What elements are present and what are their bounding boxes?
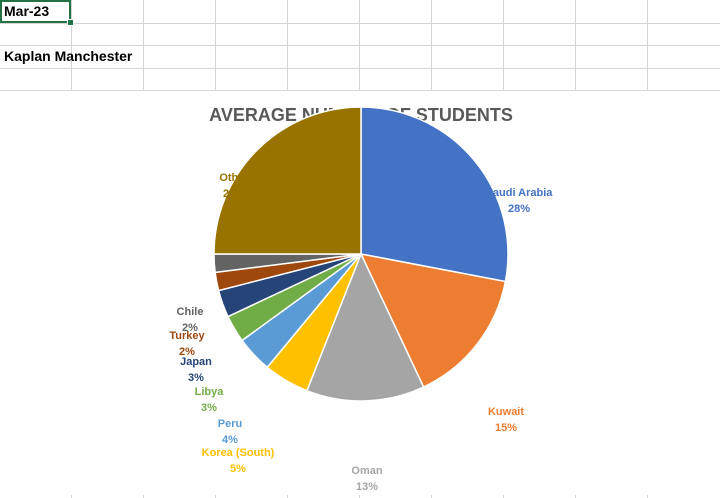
data-label-percent: 25% bbox=[223, 188, 245, 200]
active-cell-border[interactable] bbox=[0, 0, 71, 23]
data-label-percent: 13% bbox=[356, 481, 378, 493]
pie-slice-oman[interactable] bbox=[305, 252, 425, 402]
data-label-percent: 5% bbox=[230, 463, 246, 475]
fill-handle[interactable] bbox=[67, 19, 74, 26]
cell-a1[interactable]: Mar-23 bbox=[4, 3, 50, 19]
data-label-name: Saudi Arabia bbox=[486, 187, 554, 199]
pie-chart[interactable]: AVERAGE NUMBER OF STUDENTS Saudi Arabia2… bbox=[0, 90, 720, 495]
data-label-percent: 28% bbox=[508, 203, 530, 215]
data-label-percent: 2% bbox=[179, 346, 195, 358]
data-label-name: Japan bbox=[180, 356, 212, 368]
pie-slice-saudi-arabia[interactable] bbox=[360, 106, 509, 283]
data-label-percent: 15% bbox=[495, 422, 517, 434]
data-label-percent: 3% bbox=[201, 402, 217, 414]
pie-slice-kuwait[interactable] bbox=[359, 252, 507, 389]
data-label-name: Kuwait bbox=[488, 406, 524, 418]
data-label-name: Oman bbox=[351, 465, 382, 477]
data-label-percent: 4% bbox=[222, 434, 238, 446]
data-label-name: Turkey bbox=[169, 330, 205, 342]
cell-a3[interactable]: Kaplan Manchester bbox=[4, 48, 133, 64]
chart-canvas: AVERAGE NUMBER OF STUDENTS Saudi Arabia2… bbox=[169, 105, 554, 493]
data-label-name: Libya bbox=[195, 386, 225, 398]
data-label-name: Chile bbox=[177, 306, 204, 318]
data-label-name: Other bbox=[219, 172, 249, 184]
data-label-name: Korea (South) bbox=[202, 447, 275, 459]
data-label-percent: 2% bbox=[182, 322, 198, 334]
pie-slice-other[interactable] bbox=[213, 106, 362, 255]
data-label-percent: 3% bbox=[188, 372, 204, 384]
data-label-name: Peru bbox=[218, 418, 242, 430]
